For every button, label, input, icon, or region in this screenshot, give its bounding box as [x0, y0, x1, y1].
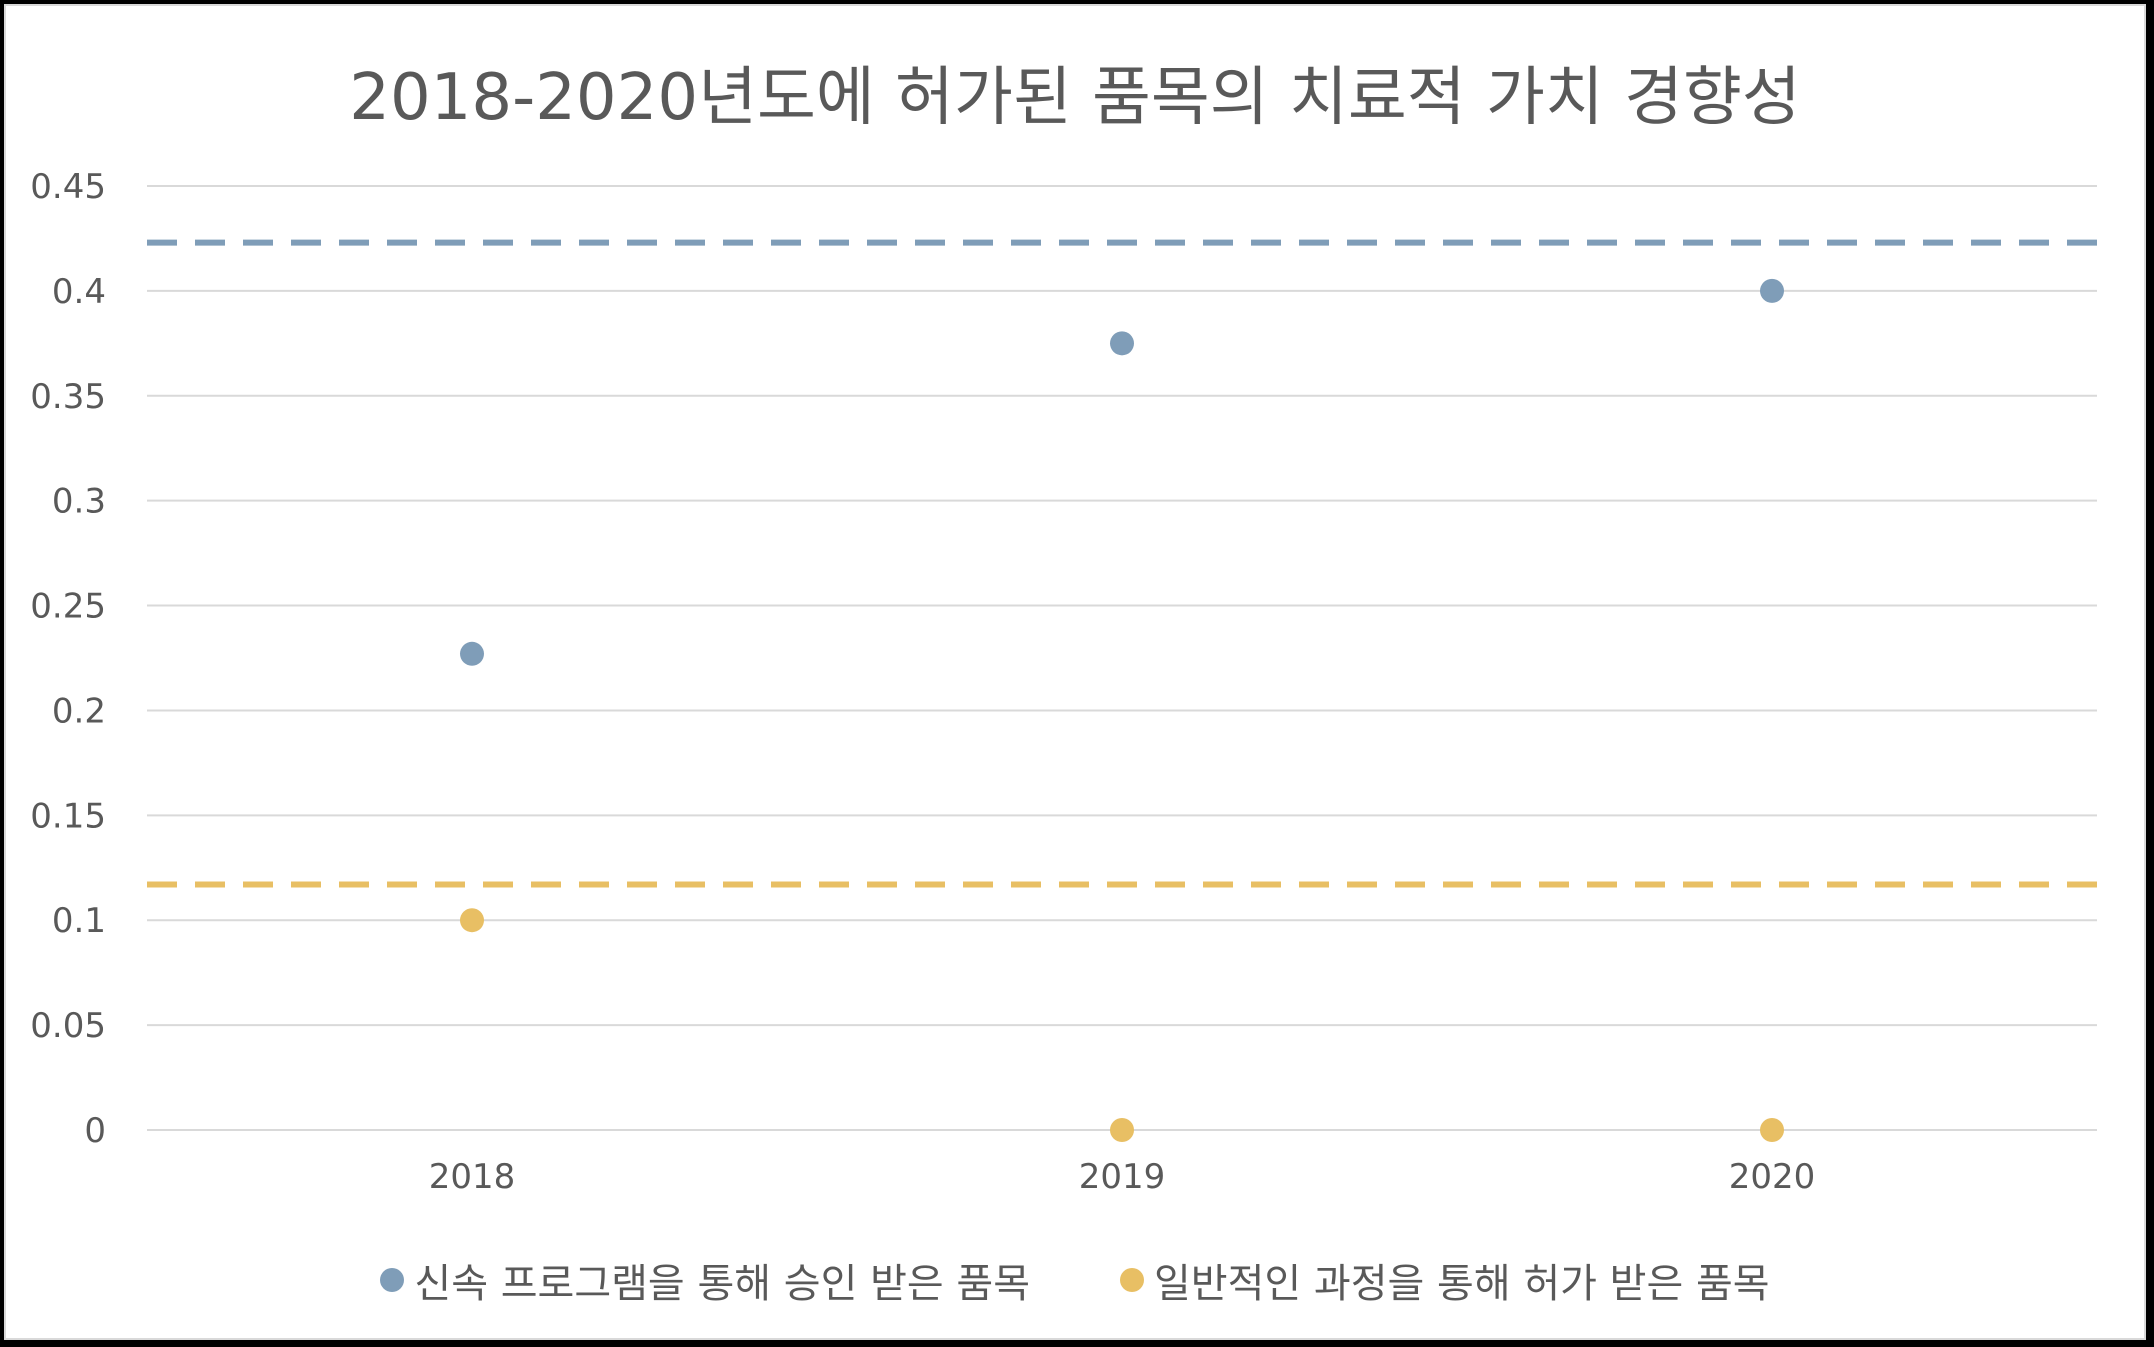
- y-tick-label: 0.35: [30, 377, 106, 417]
- y-tick-label: 0.4: [52, 272, 106, 312]
- plot-area: 00.050.10.150.20.250.30.350.40.45 2018 20…: [30, 167, 2097, 1197]
- y-tick-label: 0.45: [30, 167, 106, 207]
- average-lines: [147, 239, 2097, 888]
- data-point-fast-track: [1110, 331, 1134, 356]
- chart-frame: 2018-2020년도에 허가된 품목의 치료적 가치 경향성 0 0.05 0.1…: [4, 4, 2146, 1340]
- legend-entry-fast-track: 신속 프로그램을 통해 승인 받은 품목: [380, 1251, 1030, 1309]
- data-point-standard: [460, 908, 484, 933]
- legend-label-standard: 일반적인 과정을 통해 허가 받은 품목: [1154, 1261, 1770, 1307]
- legend: 신속 프로그램을 통해 승인 받은 품목 일반적인 과정을 통해 허가 받은 품…: [6, 1251, 2144, 1309]
- x-tick-label: 2019: [1079, 1157, 1166, 1197]
- x-axis-ticks: 2018 2019 2020: [429, 1157, 1816, 1197]
- x-tick-label: 2020: [1729, 1157, 1816, 1197]
- data-point-standard: [1760, 1118, 1784, 1142]
- y-tick-label: 0.25: [30, 587, 106, 627]
- y-tick-label: 0.1: [52, 901, 106, 941]
- y-tick-label: 0.05: [30, 1006, 106, 1046]
- data-points: [460, 278, 1784, 1142]
- y-tick-label: 0.2: [52, 691, 106, 731]
- y-axis-ticks: 0 0.05 0.1 0.15 0.2 0.25 0.3 0.35 0.4 0.45: [30, 167, 106, 1151]
- legend-label-fast-track: 신속 프로그램을 통해 승인 받은 품목: [414, 1261, 1030, 1307]
- legend-marker-standard: [1120, 1268, 1144, 1292]
- legend-marker-fast-track: [380, 1268, 405, 1292]
- data-point-standard: [1110, 1118, 1134, 1142]
- x-tick-label: 2018: [429, 1157, 516, 1197]
- data-point-fast-track: [460, 641, 484, 666]
- gridlines: [147, 185, 2097, 1131]
- legend-entry-standard: 일반적인 과정을 통해 허가 받은 품목: [1120, 1251, 1770, 1309]
- y-tick-label: 0: [84, 1111, 106, 1151]
- y-tick-label: 0.3: [52, 482, 106, 522]
- chart-title: 2018-2020년도에 허가된 품목의 치료적 가치 경향성: [349, 61, 1801, 135]
- data-point-fast-track: [1760, 278, 1784, 303]
- y-tick-label: 0.15: [30, 796, 106, 836]
